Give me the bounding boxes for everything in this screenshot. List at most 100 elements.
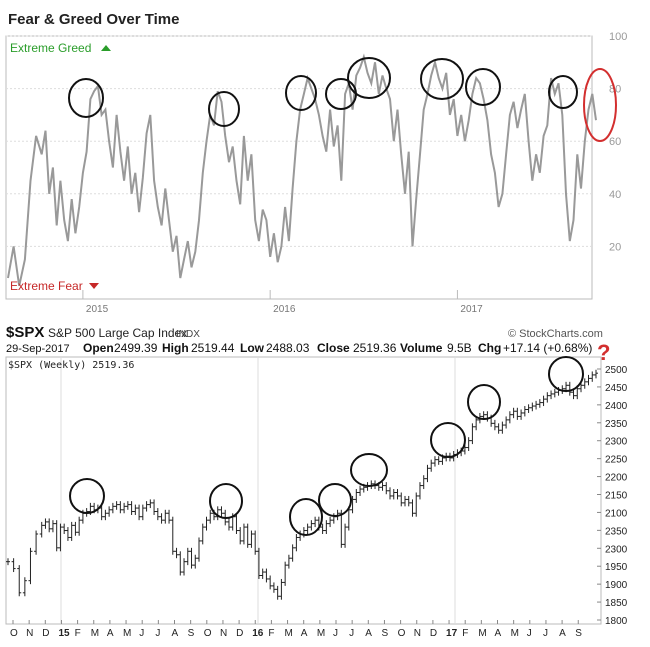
spx-x-tick-label: M: [478, 628, 486, 639]
spx-y-tick-label: 1950: [605, 562, 628, 573]
fg-title: Fear & Greed Over Time: [8, 11, 179, 28]
spx-x-tick-label: A: [301, 628, 308, 639]
high-value: 2519.44: [191, 341, 235, 355]
chg-value: +17.14 (+0.68%): [503, 341, 592, 355]
spx-y-tick-label: 2200: [605, 473, 628, 484]
spx-y-tick-label: 1850: [605, 598, 628, 609]
fg-red-circle: [583, 68, 617, 142]
spx-x-tick-label: J: [155, 628, 160, 639]
spx-y-tick-label: 2500: [605, 365, 628, 376]
high-label: High: [162, 341, 189, 355]
spx-x-tick-label: A: [495, 628, 502, 639]
close-label: Close: [317, 341, 350, 355]
spx-x-tick-label: F: [462, 628, 468, 639]
spx-circle: [318, 483, 352, 517]
spx-y-tick-label: 1900: [605, 580, 628, 591]
spx-peak-circles: [69, 356, 584, 536]
fg-y-tick-label: 60: [609, 136, 621, 148]
spx-x-tick-label: N: [26, 628, 33, 639]
fg-x-ticks: 2015 2016 2017: [82, 290, 483, 315]
open-value: 2499.39: [114, 341, 158, 355]
spx-x-tick-label: D: [430, 628, 437, 639]
quote-date: 29-Sep-2017: [6, 343, 70, 355]
spx-x-tick-label: N: [414, 628, 421, 639]
spx-quote-bar: 29-Sep-2017 Open 2499.39 High 2519.44 Lo…: [6, 341, 592, 355]
spx-x-tick-label: S: [188, 628, 195, 639]
spx-y-tick-label: 2100: [605, 508, 628, 519]
spx-frame: [5, 356, 602, 625]
volume-value: 9.5B: [447, 341, 472, 355]
spx-x-tick-label: 15: [58, 628, 70, 639]
spx-x-tick-label: O: [10, 628, 18, 639]
fg-y-tick-label: 40: [609, 189, 621, 201]
spx-legend: $SPX (Weekly) 2519.36: [8, 360, 134, 371]
fg-circle: [208, 91, 240, 127]
extreme-greed-label: Extreme Greed: [10, 41, 91, 55]
spx-circle: [430, 422, 466, 458]
spx-x-tick-label: D: [42, 628, 49, 639]
spx-x-tick-label: M: [123, 628, 131, 639]
spx-circle: [350, 453, 388, 487]
spx-y-tick-label: 2350: [605, 526, 628, 537]
question-mark: ?: [597, 340, 610, 365]
spx-name: S&P 500 Large Cap Index: [48, 326, 187, 340]
spx-y-tick-label: 2300: [605, 437, 628, 448]
volume-label: Volume: [400, 341, 443, 355]
spx-circle: [467, 384, 501, 420]
spx-x-tick-label: N: [220, 628, 227, 639]
spx-x-tick-label: A: [107, 628, 114, 639]
spx-y-tick-label: 2450: [605, 383, 628, 394]
fg-x-tick-label: 2015: [86, 304, 109, 315]
extreme-fear-label: Extreme Fear: [10, 279, 83, 293]
arrow-down-icon: [89, 283, 99, 289]
chg-label: Chg: [478, 341, 501, 355]
fg-y-tick-label: 20: [609, 241, 621, 253]
fg-grid: [6, 35, 592, 247]
spx-x-tick-label: M: [91, 628, 99, 639]
spx-y-tick-label: 1800: [605, 616, 628, 627]
spx-symbol: $SPX: [6, 324, 44, 341]
spx-x-tick-label: J: [333, 628, 338, 639]
spx-x-tick-label: 17: [446, 628, 458, 639]
spx-x-tick-label: F: [75, 628, 81, 639]
spx-x-tick-label: D: [236, 628, 243, 639]
spx-x-tick-label: M: [317, 628, 325, 639]
spx-x-tick-label: 16: [252, 628, 264, 639]
spx-x-ticks: O N D 15 F M A M J J A S O N D 16 F M A M J J A S O N D 17 F M A M J J A S: [10, 620, 582, 639]
low-value: 2488.03: [266, 341, 310, 355]
spx-x-tick-label: A: [172, 628, 179, 639]
spx-x-tick-label: S: [381, 628, 388, 639]
fg-circle: [68, 78, 104, 118]
spx-y-tick-label: 2150: [605, 491, 628, 502]
spx-circle: [209, 483, 243, 519]
fg-x-tick-label: 2016: [273, 304, 296, 315]
spx-x-tick-label: O: [398, 628, 406, 639]
spx-x-tick-label: J: [527, 628, 532, 639]
fg-circle: [465, 68, 501, 106]
fg-circle: [285, 75, 317, 111]
fg-series-line: [7, 53, 597, 287]
fg-y-tick-label: 100: [609, 31, 627, 43]
spx-y-tick-label: 2350: [605, 419, 628, 430]
spx-y-ticks: 2500 2450 2400 2350 2300 2250 2200 2150 2100 2350…: [597, 365, 628, 627]
spx-ohlc-bars: [6, 369, 598, 600]
fg-circle: [347, 57, 391, 99]
spx-x-tick-label: A: [559, 628, 566, 639]
fg-x-tick-label: 2017: [460, 304, 483, 315]
spx-x-tick-label: M: [285, 628, 293, 639]
spx-x-tick-label: F: [268, 628, 274, 639]
fg-circle: [420, 58, 464, 100]
spx-x-tick-label: O: [204, 628, 212, 639]
spx-panel: $SPX (Weekly) 2519.36 2500 2450 2400 2350 23…: [5, 356, 628, 639]
low-label: Low: [240, 341, 265, 355]
arrow-up-icon: [101, 45, 111, 51]
open-label: Open: [83, 341, 114, 355]
spx-y-tick-label: 2300: [605, 544, 628, 555]
fg-circle: [548, 75, 578, 109]
spx-y-tick-label: 2400: [605, 401, 628, 412]
spx-x-tick-label: A: [365, 628, 372, 639]
spx-circle: [289, 498, 323, 536]
spx-x-tick-label: J: [139, 628, 144, 639]
